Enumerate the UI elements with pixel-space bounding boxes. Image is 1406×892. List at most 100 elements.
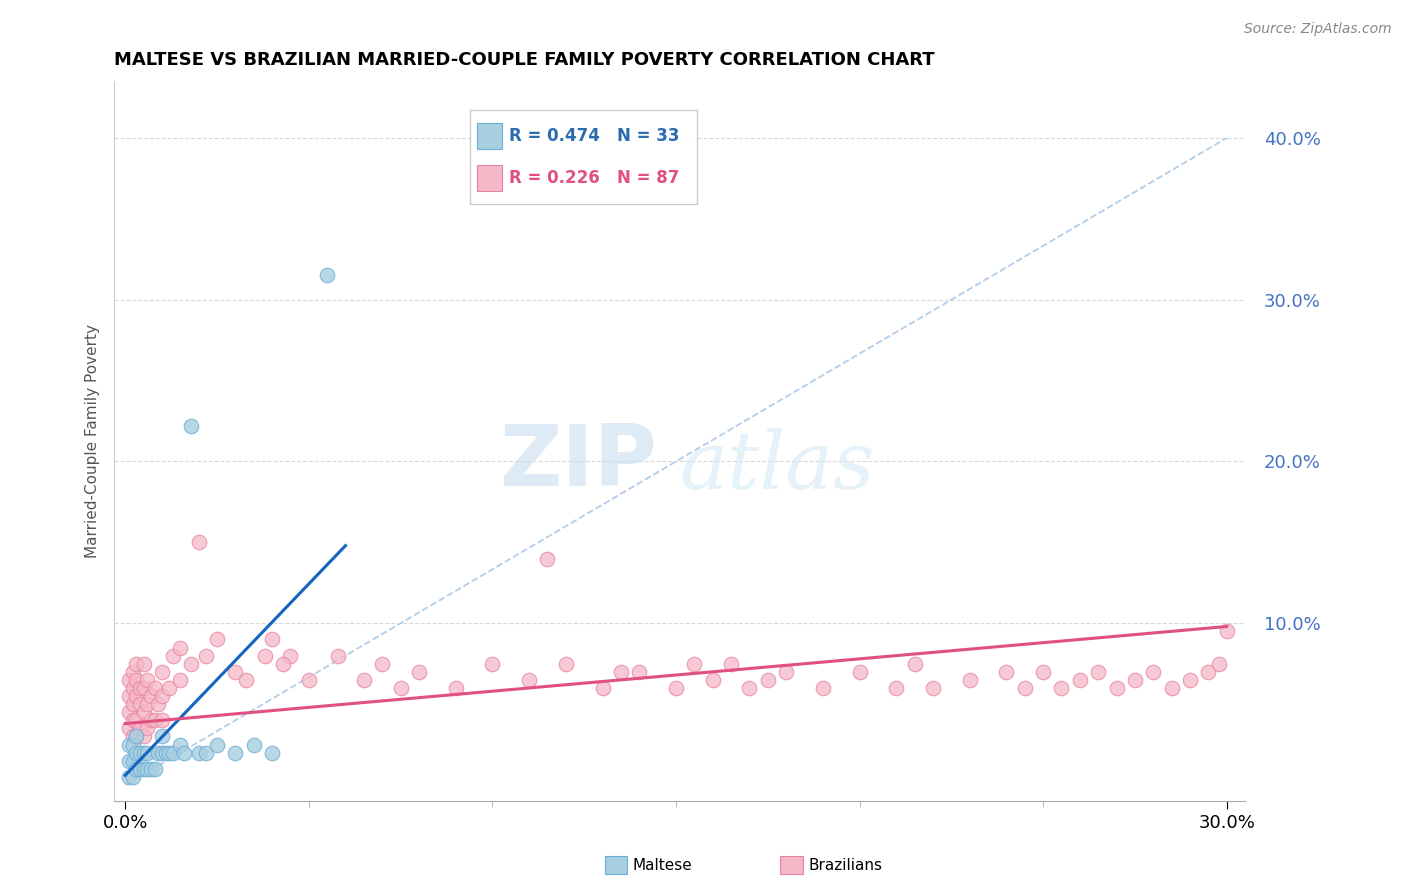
Point bbox=[132, 730, 155, 744]
Point bbox=[702, 673, 724, 687]
Point bbox=[136, 673, 159, 687]
Point bbox=[242, 738, 264, 752]
Point bbox=[121, 665, 143, 679]
Point bbox=[139, 689, 162, 703]
Point bbox=[235, 673, 257, 687]
Text: MALTESE VS BRAZILIAN MARRIED-COUPLE FAMILY POVERTY CORRELATION CHART: MALTESE VS BRAZILIAN MARRIED-COUPLE FAMI… bbox=[114, 51, 935, 69]
Point bbox=[125, 730, 148, 744]
Point bbox=[328, 648, 350, 663]
Point bbox=[132, 705, 155, 719]
Point bbox=[148, 697, 170, 711]
Point bbox=[904, 657, 927, 671]
Point bbox=[316, 268, 339, 283]
Point bbox=[224, 746, 246, 760]
Point bbox=[995, 665, 1018, 679]
Point bbox=[180, 418, 202, 433]
Point bbox=[298, 673, 321, 687]
Point bbox=[353, 673, 375, 687]
Point bbox=[125, 730, 148, 744]
Point bbox=[157, 746, 180, 760]
Point bbox=[1142, 665, 1164, 679]
Point bbox=[125, 746, 148, 760]
Point bbox=[775, 665, 797, 679]
Point bbox=[162, 648, 184, 663]
Point bbox=[136, 746, 159, 760]
Point bbox=[139, 714, 162, 728]
Point bbox=[118, 673, 141, 687]
Point bbox=[1050, 681, 1073, 695]
Point bbox=[121, 754, 143, 768]
Point bbox=[224, 665, 246, 679]
Point bbox=[389, 681, 412, 695]
Point bbox=[128, 681, 150, 695]
Point bbox=[173, 746, 195, 760]
Point bbox=[132, 657, 155, 671]
Point bbox=[121, 714, 143, 728]
Point bbox=[1087, 665, 1109, 679]
Point bbox=[118, 705, 141, 719]
Point bbox=[205, 632, 228, 647]
Point bbox=[1123, 673, 1146, 687]
Point bbox=[517, 673, 540, 687]
Point bbox=[280, 648, 302, 663]
Point bbox=[121, 738, 143, 752]
Point bbox=[128, 762, 150, 776]
Point bbox=[118, 754, 141, 768]
Point bbox=[157, 681, 180, 695]
Point bbox=[121, 697, 143, 711]
Point bbox=[125, 762, 148, 776]
Text: ZIP: ZIP bbox=[499, 421, 657, 504]
Point bbox=[139, 762, 162, 776]
Text: atlas: atlas bbox=[679, 428, 875, 505]
Point bbox=[959, 673, 981, 687]
Point bbox=[125, 657, 148, 671]
Point bbox=[1069, 673, 1091, 687]
Point bbox=[1215, 624, 1237, 639]
Point bbox=[169, 738, 191, 752]
Point bbox=[125, 673, 148, 687]
Point bbox=[118, 770, 141, 784]
Point bbox=[720, 657, 742, 671]
Point bbox=[253, 648, 276, 663]
Point bbox=[738, 681, 761, 695]
Point bbox=[1105, 681, 1128, 695]
Point bbox=[136, 762, 159, 776]
Point bbox=[118, 738, 141, 752]
Point bbox=[136, 722, 159, 736]
Point bbox=[1178, 673, 1201, 687]
Point bbox=[150, 730, 173, 744]
Point bbox=[1160, 681, 1182, 695]
Point bbox=[150, 689, 173, 703]
Point bbox=[884, 681, 907, 695]
Point bbox=[143, 681, 166, 695]
Point bbox=[169, 640, 191, 655]
Point bbox=[1197, 665, 1219, 679]
Point bbox=[262, 632, 284, 647]
Point bbox=[118, 689, 141, 703]
Point bbox=[554, 657, 576, 671]
Point bbox=[371, 657, 394, 671]
Point bbox=[162, 746, 184, 760]
Point bbox=[128, 697, 150, 711]
Point bbox=[128, 746, 150, 760]
Point bbox=[169, 673, 191, 687]
Point bbox=[195, 648, 218, 663]
Point bbox=[665, 681, 688, 695]
Text: Brazilians: Brazilians bbox=[808, 858, 883, 872]
Point bbox=[150, 714, 173, 728]
Point bbox=[811, 681, 834, 695]
Point bbox=[155, 746, 177, 760]
Y-axis label: Married-Couple Family Poverty: Married-Couple Family Poverty bbox=[86, 325, 100, 558]
Point bbox=[1032, 665, 1054, 679]
Point bbox=[271, 657, 294, 671]
Point bbox=[132, 762, 155, 776]
Point bbox=[118, 722, 141, 736]
Point bbox=[121, 770, 143, 784]
Point bbox=[610, 665, 633, 679]
Point bbox=[150, 746, 173, 760]
Point bbox=[132, 746, 155, 760]
Point bbox=[128, 722, 150, 736]
Point bbox=[195, 746, 218, 760]
Point bbox=[148, 746, 170, 760]
Point bbox=[121, 681, 143, 695]
